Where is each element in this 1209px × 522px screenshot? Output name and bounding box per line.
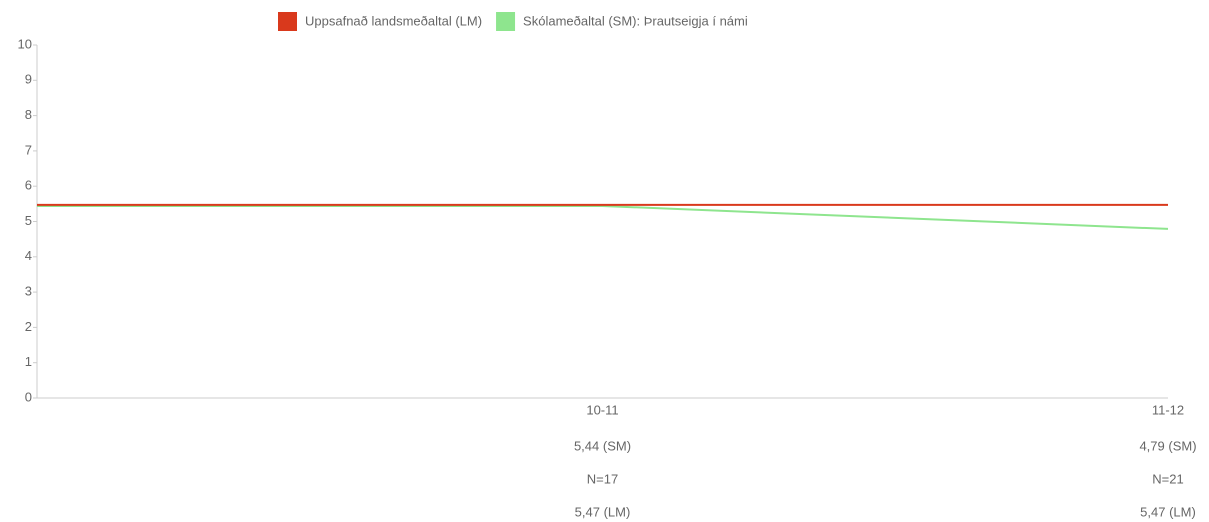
value-label: 5,44 (SM) xyxy=(574,438,631,453)
y-tick-label: 2 xyxy=(25,319,32,334)
legend-label: Uppsafnað landsmeðaltal (LM) xyxy=(305,13,482,28)
y-tick-label: 4 xyxy=(25,248,32,263)
y-tick-label: 9 xyxy=(25,72,32,87)
value-label: 5,47 (LM) xyxy=(575,504,631,519)
y-tick-label: 3 xyxy=(25,284,32,299)
x-tick-label: 11-12 xyxy=(1152,402,1184,417)
y-tick-label: 5 xyxy=(25,213,32,228)
value-label: 5,47 (LM) xyxy=(1140,504,1196,519)
n-label: N=17 xyxy=(587,471,618,486)
y-tick-label: 10 xyxy=(18,36,32,51)
legend-swatch xyxy=(496,12,516,31)
y-tick-label: 7 xyxy=(25,142,32,157)
legend-label: Skólameðaltal (SM): Þrautseigja í námi xyxy=(523,13,748,28)
n-label: N=21 xyxy=(1152,471,1183,486)
y-tick-label: 1 xyxy=(25,354,32,369)
y-tick-label: 6 xyxy=(25,178,32,193)
value-label: 4,79 (SM) xyxy=(1139,438,1196,453)
y-tick-label: 0 xyxy=(25,389,32,404)
series-line xyxy=(37,204,1169,230)
legend-swatch xyxy=(278,12,297,31)
x-tick-label: 10-11 xyxy=(586,402,618,417)
y-tick-label: 8 xyxy=(25,107,32,122)
